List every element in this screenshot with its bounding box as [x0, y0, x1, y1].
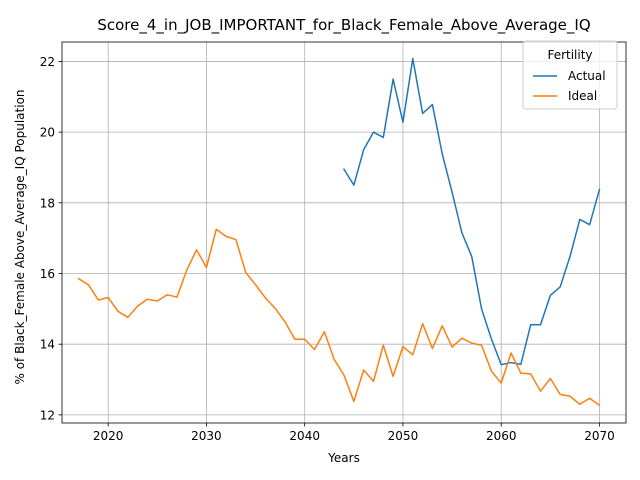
y-tick-label: 22: [40, 55, 55, 69]
y-tick-label: 18: [40, 196, 55, 210]
x-tick-label: 2020: [93, 429, 124, 443]
y-tick-label: 16: [40, 267, 55, 281]
x-tick-label: 2060: [486, 429, 517, 443]
x-tick-label: 2040: [289, 429, 320, 443]
x-tick-label: 2030: [191, 429, 222, 443]
y-axis-label: % of Black_Female Above_Average_IQ Popul…: [13, 89, 27, 384]
legend-label-actual: Actual: [568, 69, 606, 83]
legend-label-ideal: Ideal: [568, 89, 597, 103]
legend: Fertility Actual Ideal: [523, 41, 617, 109]
x-tick-label: 2050: [388, 429, 419, 443]
y-tick-label: 14: [40, 338, 55, 352]
y-tick-label: 20: [40, 126, 55, 140]
x-axis-label: Years: [327, 451, 360, 465]
x-tick-label: 2070: [584, 429, 615, 443]
y-tick-label: 12: [40, 408, 55, 422]
legend-title: Fertility: [547, 48, 592, 62]
chart-title: Score_4_in_JOB_IMPORTANT_for_Black_Femal…: [97, 16, 590, 35]
